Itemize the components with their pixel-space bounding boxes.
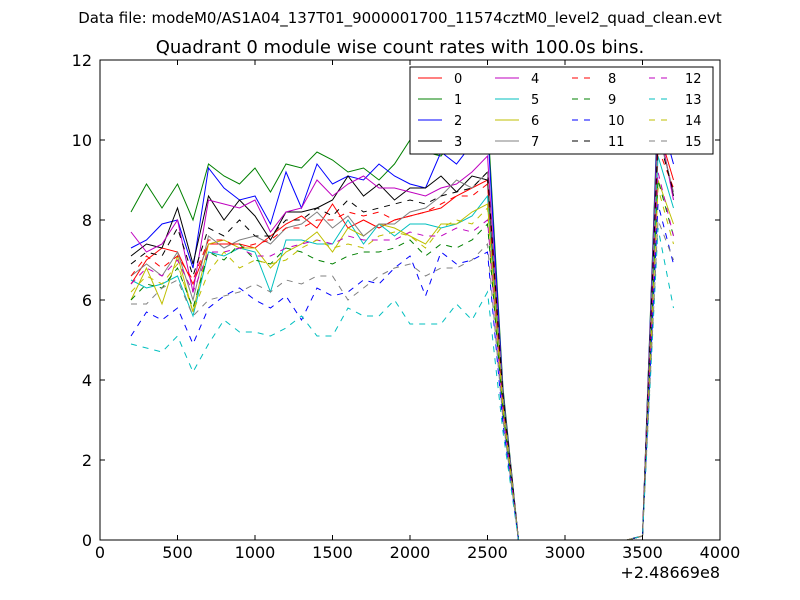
series-2-line xyxy=(130,107,674,541)
legend-label: 3 xyxy=(454,135,462,150)
x-tick-label: 2000 xyxy=(390,543,431,562)
series-11-line xyxy=(130,135,674,541)
y-tick-label: 10 xyxy=(72,131,92,150)
axis-ticks: 0 500 1000 1500 2000 2500 3000 3500 400002468101… xyxy=(72,51,741,562)
chart-suptitle: Data file: modeM0/AS1A04_137T01_90000017… xyxy=(78,9,722,27)
series-5-line xyxy=(130,155,674,541)
x-offset-label: +2.48669e8 xyxy=(620,563,720,582)
x-tick-label: 1000 xyxy=(235,543,276,562)
legend-label: 9 xyxy=(608,93,616,108)
legend-label: 5 xyxy=(531,93,539,108)
x-tick-label: 4000 xyxy=(700,543,741,562)
x-tick-label: 500 xyxy=(162,543,193,562)
series-13-line xyxy=(130,227,674,541)
series-lines xyxy=(130,99,674,541)
series-14-line xyxy=(130,187,674,541)
legend-label: 13 xyxy=(685,93,702,108)
legend-label: 7 xyxy=(531,135,539,150)
series-12-line xyxy=(130,171,674,541)
x-tick-label: 3000 xyxy=(545,543,586,562)
chart-title: Quadrant 0 module wise count rates with … xyxy=(155,37,645,58)
legend-label: 6 xyxy=(531,114,539,129)
series-7-line xyxy=(130,131,674,541)
series-8-line xyxy=(130,147,674,541)
x-tick-label: 2500 xyxy=(467,543,508,562)
y-tick-label: 2 xyxy=(82,451,92,470)
series-3-line xyxy=(130,123,674,541)
series-10-line xyxy=(130,203,674,541)
legend-label: 8 xyxy=(608,72,616,87)
legend-label: 11 xyxy=(608,135,625,150)
y-tick-label: 4 xyxy=(82,371,92,390)
series-4-line xyxy=(130,119,674,541)
legend-label: 12 xyxy=(685,72,702,87)
legend-label: 4 xyxy=(531,72,539,87)
legend-frame xyxy=(409,66,714,155)
legend-label: 14 xyxy=(685,114,702,129)
series-15-line xyxy=(131,219,674,541)
x-tick-label: 0 xyxy=(95,543,105,562)
y-tick-label: 8 xyxy=(82,211,92,230)
legend-label: 0 xyxy=(454,72,462,87)
legend-label: 15 xyxy=(685,135,702,150)
legend-label: 1 xyxy=(454,93,462,108)
x-tick-label: 1500 xyxy=(312,543,353,562)
legend-label: 2 xyxy=(454,114,462,129)
legend-label: 10 xyxy=(608,114,625,129)
y-tick-label: 12 xyxy=(72,51,92,70)
y-tick-label: 0 xyxy=(82,531,92,550)
series-1-line xyxy=(130,99,674,541)
x-tick-label: 3500 xyxy=(622,543,663,562)
y-tick-label: 6 xyxy=(82,291,92,310)
